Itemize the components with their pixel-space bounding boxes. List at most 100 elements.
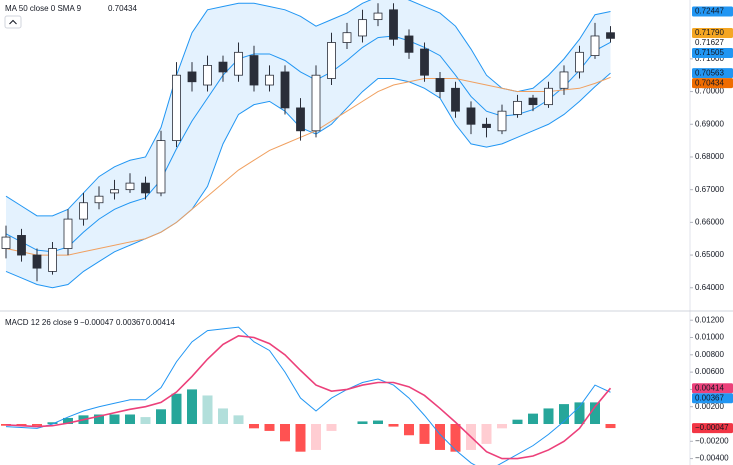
y-tick-label: 0.00600: [695, 367, 724, 376]
candle-body: [141, 182, 150, 194]
candle-body: [79, 202, 88, 220]
histogram-bar: [218, 408, 228, 425]
y-tick-label: −0.00400: [695, 454, 729, 463]
histogram-bar: [295, 424, 306, 452]
candle-body: [156, 140, 166, 194]
y-tick-label: 0.64000: [695, 283, 724, 292]
candle-body: [575, 51, 584, 73]
histogram-bar: [202, 395, 213, 425]
price-label-box: [692, 383, 733, 394]
price-label: 0.71505: [695, 48, 724, 57]
y-tick-label: −0.00200: [695, 436, 729, 445]
candle-body: [559, 71, 569, 89]
histogram-bar: [156, 409, 166, 425]
collapse-button[interactable]: [4, 15, 22, 29]
price-label: 0.70563: [695, 68, 724, 77]
signal-line: [5, 334, 612, 460]
band-background: [6, 0, 611, 288]
histogram-bar: [435, 424, 445, 450]
price-label-box: [692, 68, 733, 79]
candle-body: [203, 65, 212, 86]
y-tick-label: 0.00800: [695, 350, 724, 359]
macd-pane: −0.00400−0.002000.002000.004000.006000.0…: [1, 315, 733, 465]
candle-body: [280, 71, 290, 109]
candle-body: [420, 48, 429, 76]
candle-body: [606, 32, 615, 39]
candle-body: [265, 74, 274, 86]
histogram-bar: [512, 419, 523, 425]
histogram-bar: [326, 424, 337, 431]
candle-body: [544, 87, 553, 106]
histogram-bar: [311, 424, 321, 450]
candle-body: [482, 123, 491, 128]
histogram-bar: [419, 424, 430, 444]
price-label: −0.00047: [695, 423, 729, 432]
histogram-bar: [187, 389, 197, 425]
histogram-bar: [590, 402, 600, 425]
moving-average: [5, 76, 611, 256]
candle-body: [234, 51, 243, 76]
histogram-bar: [32, 424, 42, 426]
candle-body: [17, 235, 26, 256]
candle-body: [311, 74, 321, 132]
y-tick-label: 0.01000: [695, 333, 724, 342]
histogram-bar: [94, 414, 104, 425]
histogram-bar: [109, 414, 120, 425]
legend-text: MA 50 close 0 SMA 9: [5, 4, 82, 13]
price-label: 0.70434: [695, 78, 724, 87]
candle-body: [172, 74, 181, 142]
candle-body: [513, 100, 522, 115]
histogram-bar: [16, 424, 27, 426]
histogram-bar: [543, 408, 554, 425]
candle-body: [590, 35, 600, 56]
legend-value: 0.00367: [116, 318, 145, 327]
candle-body: [125, 182, 135, 191]
histogram-bar: [264, 424, 275, 431]
candle-body: [358, 19, 367, 37]
candle-body: [296, 107, 305, 132]
candle-body: [389, 9, 398, 40]
chevron-icon[interactable]: [9, 19, 17, 25]
y-tick-label: 0.68000: [695, 152, 724, 161]
candle-body: [466, 107, 476, 125]
band-lower: [5, 72, 611, 289]
legend-value: 0.00414: [146, 318, 175, 327]
button-box[interactable]: [4, 15, 22, 29]
price-label: 0.71627: [695, 38, 724, 47]
price-label-box: [692, 6, 733, 17]
histogram-bar: [574, 402, 585, 425]
y-tick-label: 0.01200: [695, 315, 724, 324]
price-label-box: [692, 28, 733, 39]
price-label: 0.72447: [695, 7, 724, 16]
candle-body: [32, 254, 42, 269]
candle-body: [249, 55, 259, 86]
price-label: 0.00414: [695, 383, 724, 392]
legend-value: 0.70434: [108, 4, 137, 13]
candle-body: [404, 35, 414, 53]
histogram-bar: [357, 421, 368, 425]
macd-line: [5, 326, 611, 465]
histogram-bar: [280, 424, 290, 442]
legend-text: MACD 12 26 close 9: [5, 318, 79, 327]
candle-body: [373, 12, 383, 21]
histogram-bar: [481, 424, 492, 444]
histogram-bar: [497, 424, 507, 429]
histogram-bar: [528, 413, 538, 425]
histogram-bar: [233, 415, 244, 425]
price-label: 0.00367: [695, 393, 724, 402]
candle-body: [187, 71, 197, 83]
histogram-bar: [63, 417, 73, 425]
y-tick-label: 0.00200: [695, 402, 724, 411]
candle-body: [497, 110, 507, 132]
histogram-bar: [404, 424, 414, 436]
price-pane: 0.64000 0.65000 0.66000 0.67000 0.68000 0.690…: [1, 0, 733, 292]
y-tick-label: 0.71000: [695, 54, 724, 63]
candle-body: [63, 218, 73, 249]
candle-body: [327, 42, 336, 79]
price-label-box: [692, 393, 733, 404]
y-tick-label: 0.67000: [695, 185, 724, 194]
y-tick-label: 0.66000: [695, 217, 724, 226]
price-label-box: [692, 78, 733, 89]
band-basis: [5, 35, 611, 253]
